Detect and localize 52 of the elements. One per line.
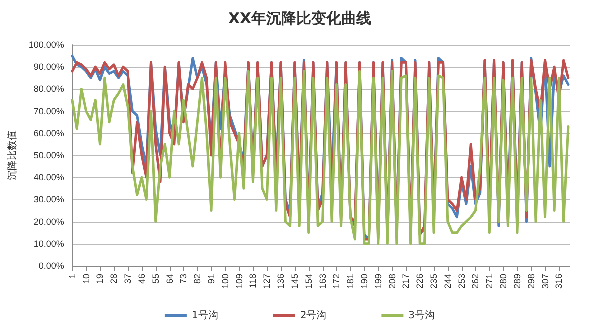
x-tick-label: 73 bbox=[178, 274, 189, 284]
x-tick-label: 163 bbox=[318, 274, 328, 290]
x-tick-label: 154 bbox=[304, 274, 314, 290]
x-tick-label: 64 bbox=[164, 274, 175, 284]
x-tick-label: 109 bbox=[234, 274, 244, 290]
y-tick-label: 70.00% bbox=[34, 106, 64, 116]
x-tick-label: 307 bbox=[540, 274, 550, 290]
x-tick-label: 127 bbox=[262, 274, 272, 290]
x-tick-label: 316 bbox=[554, 274, 564, 290]
y-tick-label: 50.00% bbox=[34, 150, 64, 160]
x-tick-label: 37 bbox=[123, 274, 134, 284]
x-tick-label: 136 bbox=[276, 274, 286, 290]
x-tick-label: 1 bbox=[67, 274, 78, 280]
x-tick-label: 190 bbox=[359, 274, 370, 290]
legend-label: 1号沟 bbox=[192, 310, 218, 322]
legend-label: 2号沟 bbox=[300, 310, 327, 322]
x-tick-label: 244 bbox=[442, 274, 453, 290]
x-tick-label: 280 bbox=[498, 274, 509, 290]
chart-title: XX年沉降比变化曲线 bbox=[228, 10, 372, 28]
x-tick-label: 46 bbox=[136, 274, 147, 284]
x-tick-label: 217 bbox=[401, 274, 412, 290]
y-tick-label: 100.00% bbox=[28, 40, 64, 50]
x-tick-label: 28 bbox=[109, 274, 120, 284]
x-tick-label: 118 bbox=[248, 274, 258, 288]
y-tick-label: 60.00% bbox=[34, 128, 64, 138]
y-tick-label: 30.00% bbox=[34, 194, 64, 205]
y-tick-label: 10.00% bbox=[34, 238, 64, 249]
x-tick-label: 10 bbox=[81, 274, 92, 284]
x-tick-label: 172 bbox=[332, 274, 342, 290]
x-tick-label: 289 bbox=[512, 274, 522, 290]
x-tick-label: 55 bbox=[150, 274, 161, 284]
x-tick-label: 235 bbox=[429, 274, 440, 290]
y-tick-label: 0.00% bbox=[38, 261, 64, 271]
x-tick-label: 199 bbox=[373, 274, 384, 290]
y-tick-label: 20.00% bbox=[34, 216, 64, 227]
y-tick-label: 80.00% bbox=[34, 84, 64, 94]
x-tick-label: 226 bbox=[415, 274, 426, 290]
x-tick-label: 208 bbox=[387, 274, 398, 290]
x-tick-label: 91 bbox=[206, 274, 216, 284]
x-tick-label: 298 bbox=[526, 274, 536, 290]
x-tick-label: 82 bbox=[192, 274, 203, 284]
x-tick-label: 253 bbox=[456, 274, 467, 290]
legend-label: 3号沟 bbox=[408, 310, 436, 322]
x-tick-label: 100 bbox=[220, 274, 230, 290]
x-tick-label: 181 bbox=[346, 274, 356, 290]
x-tick-label: 271 bbox=[484, 274, 495, 290]
x-tick-label: 19 bbox=[95, 274, 106, 284]
x-tick-label: 262 bbox=[470, 274, 481, 290]
y-tick-label: 40.00% bbox=[34, 172, 64, 183]
y-axis-title: 沉降比数值 bbox=[6, 130, 18, 180]
x-tick-label: 145 bbox=[290, 274, 300, 290]
y-tick-label: 90.00% bbox=[34, 62, 64, 72]
